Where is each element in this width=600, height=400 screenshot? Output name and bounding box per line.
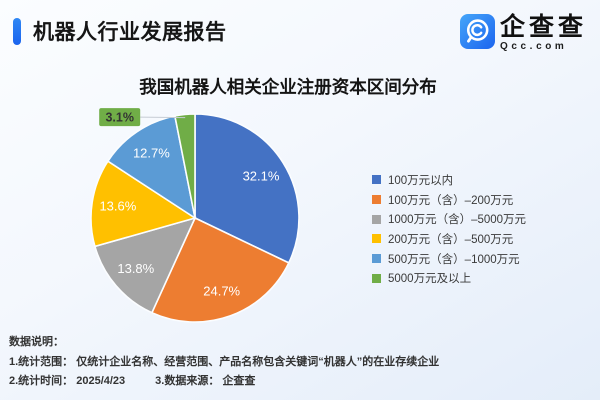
magnifier-q-glyph xyxy=(466,19,489,43)
pie-slice xyxy=(173,113,196,219)
pie-callout-label: 3.1% xyxy=(105,110,134,124)
brand-domain: Qcc.com xyxy=(499,41,568,52)
legend-label: 100万元（含）–200万元 xyxy=(388,194,514,207)
legend-item: 500万元（含）–1000万元 xyxy=(372,249,526,269)
qcc-logo: 企查查 Qcc.com xyxy=(459,13,587,53)
legend-item: 200万元（含）–500万元 xyxy=(372,229,526,249)
legend-marker xyxy=(372,175,381,185)
callout-label-box xyxy=(99,108,141,127)
legend-item: 1000万元（含）–5000万元 xyxy=(372,209,526,229)
legend-marker xyxy=(372,273,381,283)
pie-slice-label: 13.6% xyxy=(99,198,136,213)
pie-slice xyxy=(150,216,290,323)
legend-label: 200万元（含）–500万元 xyxy=(388,233,514,246)
legend-label: 5000万元及以上 xyxy=(388,273,472,286)
note-time-source: 2.统计时间： 2025/4/23 3.数据来源： 企查查 xyxy=(9,372,439,392)
pie-slice-label: 13.8% xyxy=(117,261,154,276)
legend-item: 5000万元及以上 xyxy=(372,268,526,288)
pie-slice xyxy=(90,160,197,248)
pie-slice-label: 32.1% xyxy=(243,168,280,183)
legend-label: 500万元（含）–1000万元 xyxy=(388,253,520,266)
pie-slice xyxy=(106,115,197,220)
legend-marker xyxy=(372,254,381,264)
pie-slice xyxy=(93,216,197,314)
note-scope: 1.统计范围： 仅统计企业名称、经营范围、产品名称包含关键词“机器人”的在业存续… xyxy=(9,355,440,368)
callout-connector-line xyxy=(140,116,186,119)
note-source: 3.数据来源： 企查查 xyxy=(155,375,256,388)
legend-marker xyxy=(372,195,381,205)
legend-item: 100万元以内 xyxy=(372,170,526,190)
qcc-logo-icon xyxy=(459,14,495,49)
note-time: 2.统计时间： 2025/4/23 xyxy=(9,375,126,388)
legend-label: 1000万元（含）–5000万元 xyxy=(388,214,527,227)
pie-slice xyxy=(194,113,300,264)
legend-label: 100万元以内 xyxy=(388,174,454,187)
notes-heading: 数据说明： xyxy=(9,336,64,348)
chart-legend: 100万元以内 100万元（含）–200万元 1000万元（含）–5000万元 200… xyxy=(372,170,526,288)
qcc-logo-text: 企查查 Qcc.com xyxy=(499,13,587,53)
legend-marker xyxy=(372,214,381,224)
legend-marker xyxy=(372,234,381,244)
page-title: 机器人行业发展报告 xyxy=(33,21,227,44)
legend-item: 100万元（含）–200万元 xyxy=(372,190,526,210)
pie-chart: 32.1% 24.7% 13.8% 13.6% 12.7% 3.1% xyxy=(90,108,300,323)
brand-name: 企查查 xyxy=(499,13,587,41)
pie-slice-label: 12.7% xyxy=(133,145,170,160)
data-notes: 数据说明： 1.统计范围： 仅统计企业名称、经营范围、产品名称包含关键词“机器人… xyxy=(9,333,439,392)
chart-title: 我国机器人相关企业注册资本区间分布 xyxy=(139,77,437,97)
title-accent-bar xyxy=(13,18,21,45)
pie-slice-label: 24.7% xyxy=(203,283,240,298)
